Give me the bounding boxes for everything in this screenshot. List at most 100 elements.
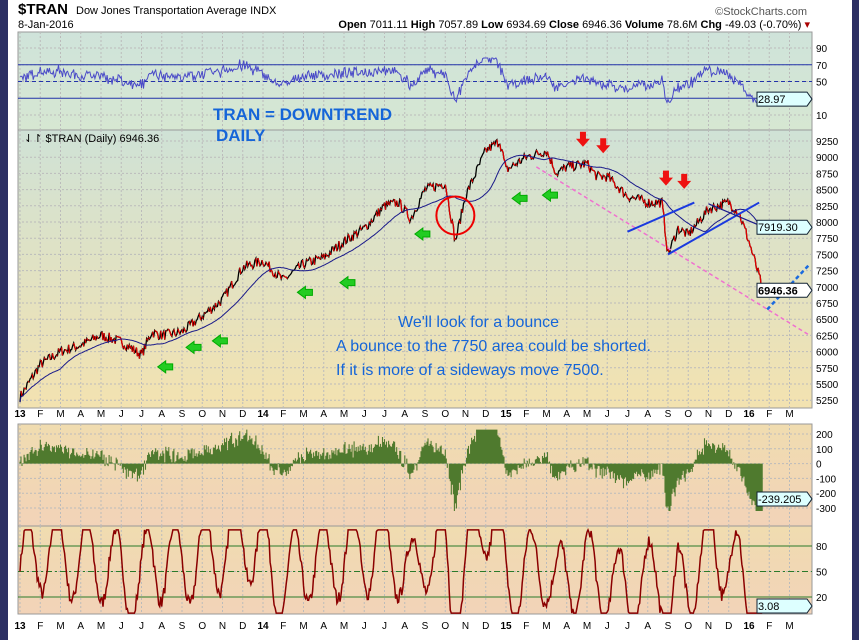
wedge-apex-line: [708, 203, 760, 226]
x-tick-label: D: [725, 621, 732, 632]
cci-tick-label: -200: [816, 489, 836, 500]
x-tick-label: N: [219, 621, 226, 632]
annotation-note-1: We'll look for a bounce: [398, 314, 559, 331]
price-panel: [17, 129, 813, 409]
wedge-line-lower: [667, 201, 760, 256]
red-arrow: [677, 173, 692, 189]
cci-tick-label: -100: [816, 474, 836, 485]
x-tick-label: J: [625, 409, 630, 420]
green-arrow: [339, 275, 356, 290]
price-down-segments: [20, 139, 763, 397]
date: 8-Jan-2016: [18, 19, 74, 31]
x-tick-label: J: [605, 409, 610, 420]
x-tick-label: D: [482, 621, 489, 632]
x-tick-label: J: [119, 409, 124, 420]
price-tick-label: 6250: [816, 331, 839, 342]
x-tick-label: 14: [257, 409, 269, 420]
red-arrow: [596, 138, 611, 154]
price-tick-label: 7250: [816, 267, 839, 278]
green-arrow: [296, 285, 313, 300]
cci-last-value-text: -239.205: [758, 494, 801, 506]
x-tick-label: F: [280, 621, 286, 632]
x-tick-label: N: [705, 409, 712, 420]
x-tick-label: J: [139, 409, 144, 420]
price-tick-label: 8250: [816, 202, 839, 213]
price-tick-label: 7500: [816, 250, 839, 261]
x-tick-label: J: [362, 621, 367, 632]
price-tick-label: 5750: [816, 364, 839, 375]
x-tick-label: J: [382, 409, 387, 420]
price-tick-label: 5500: [816, 380, 839, 391]
x-tick-label: S: [179, 409, 186, 420]
price-tick-label: 8750: [816, 169, 839, 180]
x-tick-label: D: [239, 621, 246, 632]
price-tick-label: 9250: [816, 137, 839, 148]
x-tick-label: D: [482, 409, 489, 420]
price-last-value: 6946.36: [756, 282, 813, 298]
x-tick-label: M: [542, 409, 550, 420]
x-tick-label: J: [625, 621, 630, 632]
x-tick-label: M: [340, 621, 348, 632]
downtrend-line: [535, 166, 811, 337]
x-tick-label: M: [97, 621, 105, 632]
x-tick-label: N: [462, 621, 469, 632]
x-tick-label: A: [77, 621, 84, 632]
x-tick-label: O: [441, 409, 449, 420]
annotation-title: TRAN = DOWNTREND: [213, 105, 392, 124]
price-tick-label: 5250: [816, 396, 839, 407]
x-tick-label: 16: [743, 409, 755, 420]
price-panel-title: ⇃↾ $TRAN (Daily) 6946.36: [24, 133, 159, 145]
red-arrow: [575, 131, 590, 147]
x-tick-label: A: [158, 409, 165, 420]
rsi-last-value: 28.97: [756, 91, 813, 107]
rsi-last-value-box: [756, 91, 813, 107]
rsi-line: [19, 57, 763, 104]
x-tick-label: J: [362, 409, 367, 420]
x-tick-label: M: [785, 409, 793, 420]
x-tick-label: M: [97, 409, 105, 420]
stoch-last-value-box: [756, 598, 813, 614]
x-tick-label: N: [462, 409, 469, 420]
x-tick-label: M: [785, 621, 793, 632]
x-tick-label: O: [684, 409, 692, 420]
x-tick-label: J: [139, 621, 144, 632]
cci-tick-label: -300: [816, 504, 836, 515]
price-tick-label: 7750: [816, 234, 839, 245]
green-arrow: [156, 359, 174, 374]
x-tick-label: A: [401, 621, 408, 632]
annotation-note-2: A bounce to the 7750 area could be short…: [336, 338, 651, 355]
x-tick-label: S: [665, 621, 672, 632]
cci-tick-label: 0: [816, 460, 822, 471]
x-tick-label: A: [563, 409, 570, 420]
price-tick-label: 8000: [816, 218, 839, 229]
x-tick-label: A: [644, 621, 651, 632]
x-tick-label: M: [583, 621, 591, 632]
x-tick-label: 15: [500, 621, 512, 632]
rsi-tick-label: 10: [816, 111, 828, 122]
x-tick-label: 15: [500, 409, 512, 420]
stoch-tick-label: 80: [816, 542, 828, 553]
x-tick-label: 14: [257, 621, 269, 632]
x-tick-label: J: [605, 621, 610, 632]
x-tick-label: F: [37, 409, 43, 420]
x-tick-label: S: [665, 409, 672, 420]
x-tick-label: D: [725, 409, 732, 420]
wedge-line-upper: [627, 201, 695, 233]
cci-histogram: [19, 429, 763, 511]
x-tick-label: 13: [14, 409, 26, 420]
rsi-tick-label: 90: [816, 44, 828, 55]
x-tick-label: A: [320, 409, 327, 420]
x-tick-label: A: [77, 409, 84, 420]
price-tick-label: 8500: [816, 186, 839, 197]
x-tick-label: A: [158, 621, 165, 632]
x-tick-label: O: [441, 621, 449, 632]
green-arrow: [185, 340, 202, 355]
x-tick-label: A: [401, 409, 408, 420]
red-arrow: [658, 170, 673, 186]
x-tick-label: J: [119, 621, 124, 632]
stoch-last-value-text: 3.08: [758, 601, 779, 613]
x-tick-label: M: [299, 409, 307, 420]
stoch-tick-label: 20: [816, 593, 828, 604]
ma-last-value: 7919.30: [756, 219, 813, 235]
x-tick-label: F: [766, 621, 772, 632]
